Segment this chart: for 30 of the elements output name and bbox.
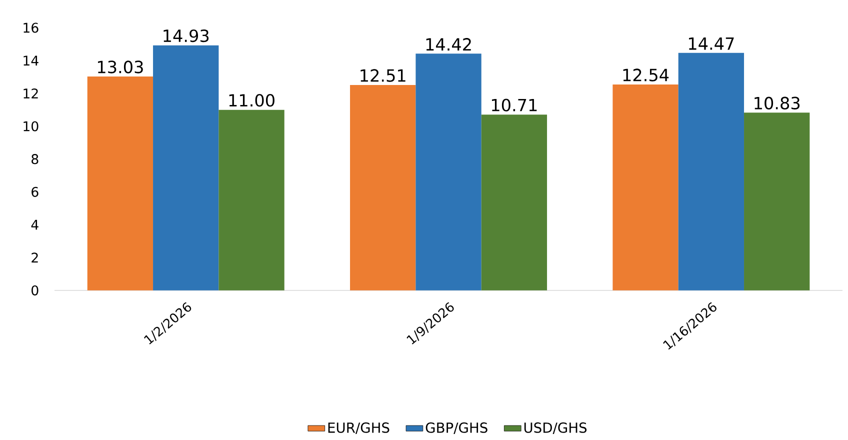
y-tick-label: 16: [24, 22, 38, 33]
data-label: 12.51: [360, 69, 406, 82]
data-label: 10.71: [492, 98, 537, 112]
data-label: 14.93: [164, 29, 209, 42]
y-tick-label: 14: [24, 56, 38, 66]
y-tick-label: 2: [32, 252, 38, 262]
bar: [481, 114, 548, 290]
bar: [416, 54, 482, 290]
y-tick-label: 12: [24, 88, 38, 98]
y-tick-label: 10: [24, 121, 38, 132]
bar: [744, 112, 810, 290]
bar: [87, 76, 154, 290]
legend-label: USD/GHS: [524, 422, 587, 434]
data-label: 10.83: [754, 96, 800, 110]
data-label: 12.54: [623, 68, 669, 82]
bar: [350, 85, 416, 290]
data-label: 11.00: [229, 94, 274, 107]
data-label: 14.42: [426, 38, 471, 50]
y-tick-label: 4: [31, 220, 38, 230]
data-label: 14.47: [688, 37, 734, 50]
data-label: 13.03: [98, 60, 143, 74]
bar: [678, 52, 744, 290]
y-tick-label: 6: [32, 186, 38, 197]
bar: [153, 45, 219, 290]
bar: [612, 84, 678, 290]
bar: [218, 110, 284, 290]
y-tick-label: 8: [32, 154, 38, 164]
y-tick-label: 0: [32, 285, 38, 296]
legend-label: EUR/GHS: [328, 422, 390, 434]
legend-label: GBP/GHS: [426, 422, 488, 434]
